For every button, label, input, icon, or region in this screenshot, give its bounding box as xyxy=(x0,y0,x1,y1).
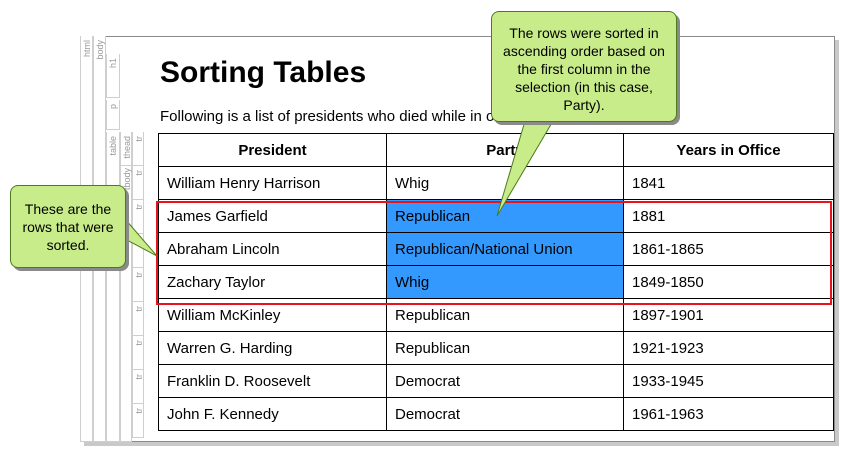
cell-president[interactable]: Zachary Taylor xyxy=(158,265,387,299)
cell-president[interactable]: John F. Kennedy xyxy=(158,397,387,431)
presidents-table: President Party Years in Office William … xyxy=(158,133,834,431)
cell-party[interactable]: Democrat xyxy=(386,397,624,431)
page-title: Sorting Tables xyxy=(160,56,367,89)
cell-years[interactable]: 1961-1963 xyxy=(623,397,834,431)
callout-sorted-rows: These are the rows that were sorted. xyxy=(10,185,126,268)
table-header-row: President Party Years in Office xyxy=(158,133,834,167)
column-header-president[interactable]: President xyxy=(158,133,387,167)
table-row[interactable]: Abraham Lincoln Republican/National Union… xyxy=(158,232,834,266)
sorted-rows-highlight xyxy=(156,201,832,305)
structure-p: p xyxy=(106,100,120,130)
column-header-years[interactable]: Years in Office xyxy=(623,133,834,167)
table-row[interactable]: Warren G. Harding Republican 1921-1923 xyxy=(158,331,834,365)
table-row[interactable]: Franklin D. Roosevelt Democrat 1933-1945 xyxy=(158,364,834,398)
cell-president[interactable]: Warren G. Harding xyxy=(158,331,387,365)
top-callout-pointer xyxy=(496,120,554,217)
structure-tr: tr xyxy=(132,166,144,200)
table-row[interactable]: James Garfield Republican 1881 xyxy=(158,199,834,233)
cell-party[interactable]: Democrat xyxy=(386,364,624,398)
structure-tr: tr xyxy=(132,336,144,370)
structure-tr: tr xyxy=(132,404,144,438)
column-header-party[interactable]: Party xyxy=(386,133,624,167)
callout-sort-explanation: The rows were sorted in ascending order … xyxy=(491,11,677,122)
cell-president[interactable]: James Garfield xyxy=(158,199,387,233)
intro-text: Following is a list of presidents who di… xyxy=(160,108,526,125)
cell-president[interactable]: William Henry Harrison xyxy=(158,166,387,200)
structure-thead: thead xyxy=(120,132,132,166)
cell-party[interactable]: Republican xyxy=(386,199,624,233)
structure-h1: h1 xyxy=(106,54,120,98)
structure-tr: tr xyxy=(132,302,144,336)
table-row[interactable]: John F. Kennedy Democrat 1961-1963 xyxy=(158,397,834,431)
cell-party[interactable]: Republican/National Union xyxy=(386,232,624,266)
structure-tr: tr xyxy=(132,268,144,302)
cell-years[interactable]: 1861-1865 xyxy=(623,232,834,266)
structure-tr: tr xyxy=(132,370,144,404)
cell-party[interactable]: Republican xyxy=(386,331,624,365)
cell-years[interactable]: 1841 xyxy=(623,166,834,200)
structure-tr: tr xyxy=(132,132,144,166)
left-callout-pointer xyxy=(124,217,158,257)
